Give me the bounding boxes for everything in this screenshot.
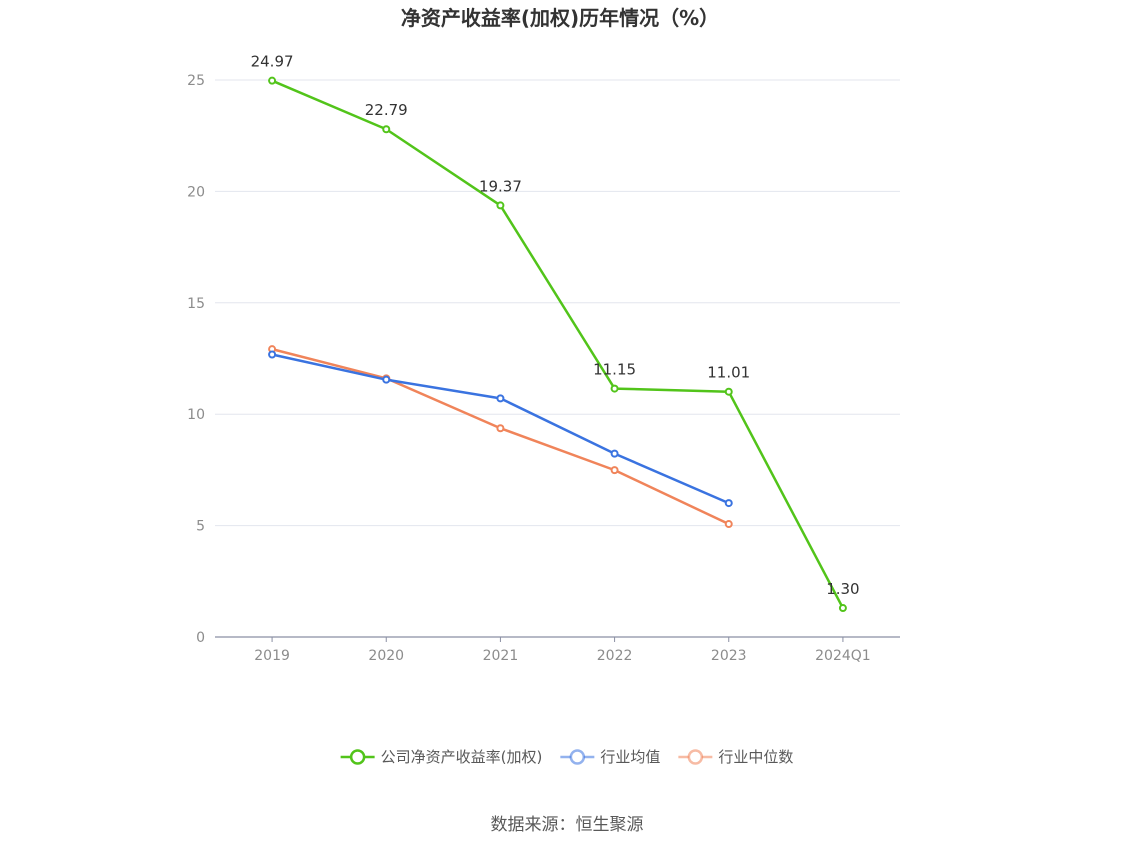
series-lines [268,76,847,613]
grid-lines [215,79,900,527]
data-point[interactable] [496,201,505,210]
chart-title: 净资产收益率(加权)历年情况（%） [401,6,719,30]
data-point[interactable] [382,125,391,134]
x-tick-label: 2024Q1 [815,648,871,664]
y-tick-label: 25 [187,73,205,89]
data-point[interactable] [496,394,505,403]
source-note: 数据来源：恒生聚源 [491,815,644,835]
legend-label: 行业中位数 [718,748,793,766]
y-tick-label: 10 [187,407,205,423]
data-point[interactable] [724,520,733,529]
series-line [271,79,845,609]
x-tick-label: 2021 [483,648,519,664]
y-tick-label: 20 [187,184,205,200]
y-tick-label: 0 [196,630,205,646]
x-tick-label: 2023 [711,648,747,664]
legend-marker-icon [569,749,586,765]
legend-item[interactable]: 行业中位数 [678,748,793,766]
data-point[interactable] [268,76,277,85]
data-label: 11.15 [593,361,636,379]
data-label: 19.37 [479,177,522,195]
data-point[interactable] [496,424,505,433]
data-point[interactable] [724,387,733,396]
x-tick-label: 2020 [368,648,404,664]
legend-label: 行业均值 [600,748,660,766]
data-label: 11.01 [707,364,750,382]
data-label: 24.97 [251,53,294,71]
data-point[interactable] [610,466,619,475]
data-label: 1.30 [826,580,859,598]
legend-label: 公司净资产收益率(加权) [381,748,543,766]
data-point[interactable] [838,604,847,613]
x-tick-label: 2019 [254,648,290,664]
x-tick-label: 2022 [597,648,633,664]
legend-marker-icon [349,749,366,765]
y-tick-label: 15 [187,296,205,312]
y-tick-label: 5 [196,519,205,535]
data-point[interactable] [382,375,391,384]
legend-item[interactable]: 公司净资产收益率(加权) [340,748,543,766]
data-point[interactable] [268,350,277,359]
data-point[interactable] [724,499,733,508]
data-point[interactable] [610,384,619,393]
data-labels: 24.97 22.79 19.37 11.15 11.01 1.30 [251,53,860,598]
legend: 公司净资产收益率(加权) 行业均值 行业中位数 [340,748,793,766]
legend-item[interactable]: 行业均值 [560,748,660,766]
data-label: 22.79 [365,101,408,119]
data-point[interactable] [610,449,619,458]
legend-marker-icon [687,749,704,765]
series-line [271,347,730,526]
axes: 0 5 10 15 20 25 2019 2020 2021 2022 2023 2024Q1 [187,73,900,664]
